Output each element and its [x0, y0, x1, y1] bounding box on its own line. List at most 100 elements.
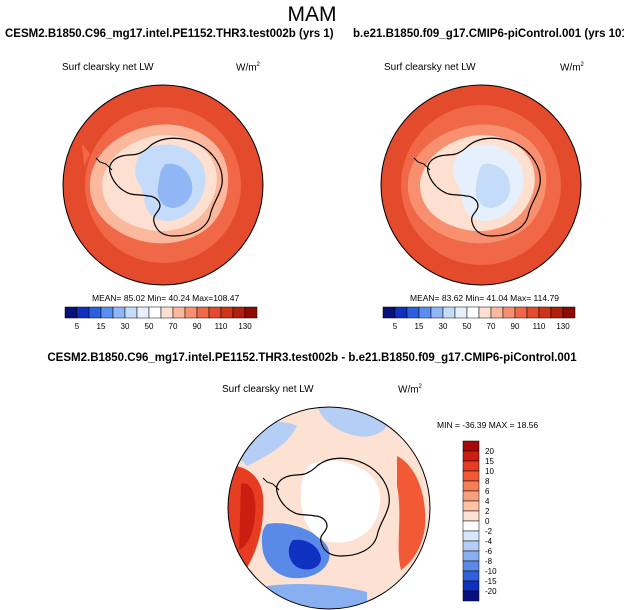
colorbar-box — [462, 490, 480, 502]
colorbar-box — [462, 530, 480, 542]
colorbar-box — [466, 306, 480, 319]
map-border — [380, 84, 582, 286]
colorbar-box — [462, 450, 480, 462]
colorbar-tick-label: 30 — [439, 322, 448, 331]
antarctica-coastline — [427, 137, 541, 237]
colorbar-box — [462, 480, 480, 492]
diff-units: W/m2 — [398, 384, 422, 396]
diff-title: CESM2.B1850.C96_mg17.intel.PE1152.THR3.t… — [47, 352, 577, 364]
map-fill-red-e — [397, 456, 426, 570]
colorbar-tick-label: 130 — [556, 322, 570, 331]
colorbar-box — [462, 540, 480, 552]
right-polar-map — [380, 84, 582, 286]
left-variable-label: Surf clearsky net LW — [62, 62, 154, 73]
colorbar-box — [462, 520, 480, 532]
colorbar-box — [526, 306, 540, 319]
colorbar-box — [462, 570, 480, 582]
map-border — [227, 406, 431, 610]
colorbar-tick-label: 15 — [97, 322, 106, 331]
colorbar-box — [244, 306, 258, 319]
figure-title: MAM — [287, 3, 337, 26]
colorbar-tick-label: -4 — [485, 537, 493, 546]
left-case-title: CESM2.B1850.C96_mg17.intel.PE1152.THR3.t… — [5, 28, 334, 40]
colorbar-box — [196, 306, 210, 319]
peninsula-coastline — [413, 157, 431, 171]
map-fill-darkblue-sw — [288, 539, 321, 570]
colorbar-box — [462, 460, 480, 472]
diff-stats: MIN = -36.39 MAX = 18.56 — [437, 420, 539, 430]
colorbar-box — [454, 306, 468, 319]
colorbar-tick-label: 50 — [463, 322, 472, 331]
colorbar-box — [64, 306, 78, 319]
colorbar-box — [148, 306, 162, 319]
colorbar-tick-label: -20 — [485, 587, 497, 596]
map-fill-continent — [301, 460, 381, 543]
colorbar-tick-label: 90 — [193, 322, 202, 331]
colorbar-tick-label: 6 — [485, 487, 490, 496]
colorbar-box — [124, 306, 138, 319]
colorbar-box — [462, 550, 480, 562]
colorbar-box — [462, 470, 480, 482]
colorbar-box — [100, 306, 114, 319]
colorbar-box — [160, 306, 174, 319]
colorbar-box — [112, 306, 126, 319]
right-stats: MEAN= 83.62 Min= 41.04 Max= 114.79 — [410, 293, 559, 303]
antarctica-coastline — [109, 137, 223, 237]
colorbar-tick-label: 90 — [511, 322, 520, 331]
colorbar-tick-label: 15 — [485, 457, 494, 466]
peninsula-coastline — [95, 157, 113, 171]
colorbar-tick-label: 15 — [415, 322, 424, 331]
colorbar-tick-label: 0 — [485, 517, 490, 526]
colorbar-box — [502, 306, 516, 319]
colorbar-box — [184, 306, 198, 319]
colorbar-box — [418, 306, 432, 319]
colorbar-box — [430, 306, 444, 319]
colorbar-tick-label: -8 — [485, 557, 493, 566]
colorbar-box — [514, 306, 528, 319]
peninsula-coastline — [262, 477, 280, 491]
colorbar-tick-label: 70 — [169, 322, 178, 331]
colorbar-box — [462, 500, 480, 512]
map-fill-patch — [82, 144, 90, 166]
right-colorbar: 5 15 30 50 70 90 110 130 — [382, 306, 576, 331]
colorbar-box — [208, 306, 222, 319]
colorbar-tick-label: 10 — [485, 467, 494, 476]
colorbar-tick-label: 130 — [238, 322, 252, 331]
left-colorbar: 5 15 30 50 70 90 110 130 — [64, 306, 258, 331]
colorbar-tick-label: 5 — [75, 322, 80, 331]
colorbar-tick-label: 50 — [145, 322, 154, 331]
colorbar-box — [220, 306, 234, 319]
colorbar-tick-label: 110 — [215, 322, 228, 331]
colorbar-box — [88, 306, 102, 319]
colorbar-box — [172, 306, 186, 319]
colorbar-tick-label: -2 — [485, 527, 493, 536]
colorbar-box — [406, 306, 420, 319]
colorbar-box — [538, 306, 552, 319]
colorbar-box — [462, 440, 480, 452]
colorbar-tick-label: -10 — [485, 567, 497, 576]
right-case-title: b.e21.B1850.f09_g17.CMIP6-piControl.001 … — [353, 28, 624, 40]
colorbar-box — [462, 580, 480, 592]
map-fill-plateau — [157, 163, 193, 208]
colorbar-box — [490, 306, 504, 319]
colorbar-box — [550, 306, 564, 319]
colorbar-tick-label: 5 — [393, 322, 398, 331]
colorbar-box — [462, 560, 480, 572]
colorbar-tick-label: 70 — [487, 322, 496, 331]
colorbar-box — [394, 306, 408, 319]
colorbar-tick-label: 4 — [485, 497, 490, 506]
left-polar-map — [62, 84, 264, 286]
colorbar-tick-label: 20 — [485, 447, 494, 456]
colorbar-box — [232, 306, 246, 319]
antarctica-coastline — [276, 457, 390, 557]
colorbar-box — [442, 306, 456, 319]
colorbar-box — [562, 306, 576, 319]
colorbar-tick-label: -6 — [485, 547, 493, 556]
diff-polar-map — [227, 406, 431, 610]
colorbar-box — [382, 306, 396, 319]
map-fill-darkred-w — [239, 483, 256, 550]
colorbar-box — [136, 306, 150, 319]
colorbar-tick-label: 110 — [533, 322, 546, 331]
colorbar-box — [76, 306, 90, 319]
